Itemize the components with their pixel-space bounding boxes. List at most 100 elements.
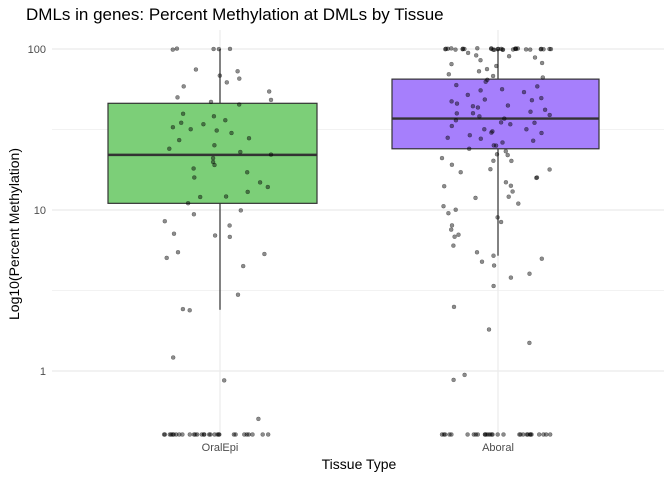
data-point	[175, 249, 181, 255]
y-tick-label: 100	[28, 44, 46, 56]
data-point	[495, 432, 500, 437]
data-point	[482, 97, 487, 102]
data-point	[180, 306, 186, 312]
box-OralEpi	[107, 102, 318, 204]
data-point	[167, 146, 172, 151]
data-point	[490, 73, 496, 79]
data-point	[192, 175, 197, 180]
x-axis-ticks: OralEpi Aboral	[202, 442, 514, 454]
data-point	[453, 118, 459, 123]
data-point	[500, 47, 506, 52]
data-point	[449, 227, 454, 232]
data-point	[484, 66, 490, 72]
data-point	[518, 432, 523, 437]
data-point	[506, 54, 512, 59]
data-point	[476, 69, 482, 74]
data-point	[527, 340, 532, 346]
data-point	[534, 175, 539, 181]
data-point	[521, 89, 527, 95]
jitter-points	[161, 46, 554, 437]
data-point	[547, 112, 552, 118]
data-point	[443, 432, 448, 437]
data-point	[211, 46, 216, 52]
y-tick-label: 10	[34, 205, 46, 217]
data-point	[171, 231, 177, 236]
data-point	[478, 88, 483, 93]
data-point	[528, 47, 533, 52]
data-point	[540, 75, 545, 80]
data-point	[216, 46, 222, 52]
data-point	[486, 432, 491, 437]
data-point	[194, 432, 200, 437]
data-point	[173, 432, 179, 437]
data-point	[193, 67, 199, 72]
data-point	[162, 432, 168, 437]
data-point	[451, 377, 456, 383]
data-point	[449, 223, 455, 228]
data-point	[178, 120, 184, 126]
data-point	[238, 208, 244, 213]
data-point	[456, 232, 461, 237]
data-point	[451, 243, 456, 248]
data-point	[492, 47, 497, 52]
data-point	[245, 189, 250, 195]
data-point	[473, 195, 478, 201]
data-point	[268, 152, 274, 157]
data-point	[527, 271, 532, 276]
data-point	[475, 46, 480, 51]
data-point	[505, 152, 510, 158]
data-point	[486, 327, 492, 332]
y-axis-title: Log10(Percent Methylation)	[6, 148, 22, 320]
data-point	[449, 46, 454, 51]
data-point	[181, 84, 186, 89]
data-point	[453, 207, 458, 212]
data-point	[244, 170, 250, 175]
data-point	[446, 210, 451, 216]
data-point	[462, 372, 467, 378]
data-point	[162, 218, 168, 224]
data-point	[191, 432, 197, 437]
data-point	[539, 256, 544, 261]
data-point	[231, 432, 237, 437]
data-point	[524, 127, 529, 132]
data-point	[201, 121, 206, 127]
data-point	[537, 432, 542, 437]
data-point	[449, 61, 454, 67]
data-point	[488, 166, 493, 172]
data-point	[229, 130, 234, 136]
data-point	[454, 101, 460, 106]
data-point	[223, 194, 229, 199]
data-point	[449, 99, 454, 104]
data-point	[491, 158, 496, 164]
data-point	[267, 89, 272, 94]
data-point	[508, 122, 513, 127]
data-point	[498, 120, 504, 125]
data-point	[246, 135, 252, 141]
y-axis-ticks: 1 10 100	[28, 44, 46, 378]
data-point	[208, 432, 213, 437]
data-point	[499, 86, 505, 92]
data-point	[235, 292, 241, 297]
data-point	[479, 259, 485, 264]
data-point	[212, 432, 217, 437]
data-point	[202, 432, 207, 437]
data-point	[505, 103, 511, 108]
data-point	[541, 432, 546, 437]
data-point	[539, 95, 544, 101]
data-point	[237, 76, 242, 81]
data-point	[446, 72, 451, 77]
data-point	[206, 432, 212, 437]
data-point	[523, 47, 529, 52]
chart-title: DMLs in genes: Percent Methylation at DM…	[26, 5, 444, 24]
data-point	[482, 127, 487, 132]
data-point	[170, 47, 176, 52]
data-point	[441, 432, 447, 437]
data-point	[474, 250, 480, 255]
data-point	[449, 162, 455, 168]
data-point	[528, 432, 533, 437]
data-point	[517, 432, 522, 437]
data-point	[188, 126, 193, 132]
data-point	[473, 432, 478, 437]
data-point	[266, 432, 271, 437]
